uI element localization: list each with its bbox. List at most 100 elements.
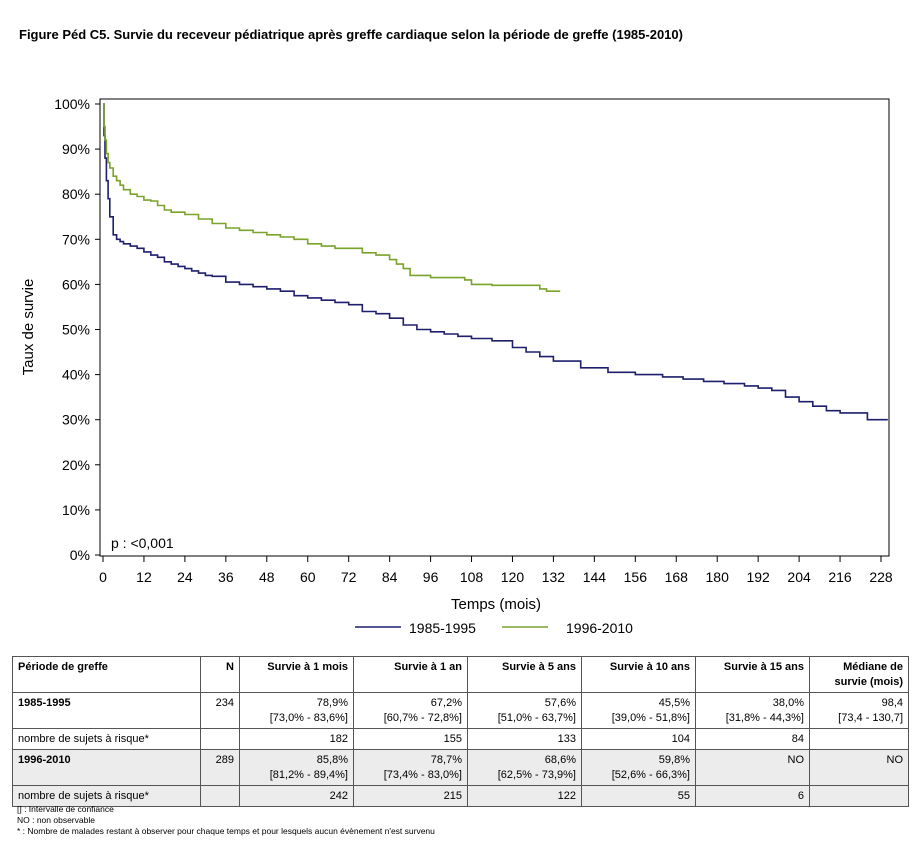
y-tick-label: 70% <box>62 231 90 247</box>
footnotes: [] : Intervalle de confiance NO : non ob… <box>17 804 435 837</box>
survival-cell: 57,6% [51,0% - 63,7%] <box>467 692 582 729</box>
confidence-interval: [51,0% - 63,7%] <box>497 712 576 724</box>
y-tick-label: 0% <box>70 547 90 563</box>
table-header-cell: Survie à 1 mois <box>239 656 354 693</box>
survival-cell: NO <box>695 749 810 786</box>
x-tick-label: 60 <box>300 569 316 585</box>
x-tick-label: 72 <box>341 569 357 585</box>
period-cell: 1985-1995 <box>12 692 201 729</box>
x-tick-label: 144 <box>583 569 607 585</box>
survival-cell: 98,4 [73,4 - 130,7] <box>809 692 909 729</box>
survival-cell: 85,8% [81,2% - 89,4%] <box>239 749 354 786</box>
figure-title: Figure Péd C5. Survie du receveur pédiat… <box>19 27 683 42</box>
y-tick-label: 30% <box>62 412 90 428</box>
y-axis-label: Taux de survie <box>20 279 37 376</box>
empty-cell <box>200 785 240 807</box>
survival-value: 78,7% <box>430 754 462 766</box>
survival-value: NO <box>886 754 904 766</box>
survival-chart: 0% 10% 20% 30% 40% 50% 60% 70% 80% 90% 100% 0 12 24 3… <box>20 96 893 636</box>
x-tick-label: 0 <box>99 569 107 585</box>
x-tick-label: 96 <box>423 569 439 585</box>
survival-value: NO <box>787 754 805 766</box>
x-tick-label: 120 <box>501 569 525 585</box>
confidence-interval: [81,2% - 89,4%] <box>269 769 348 781</box>
n-cell: 289 <box>200 749 240 786</box>
survival-value: 78,9% <box>316 697 348 709</box>
x-tick-label: 192 <box>746 569 770 585</box>
at-risk-row: nombre de sujets à risque* 182 155 133 104 84 <box>12 728 909 750</box>
at-risk-cell: 122 <box>467 785 582 807</box>
confidence-interval: [39,0% - 51,8%] <box>611 712 690 724</box>
at-risk-cell: 6 <box>695 785 810 807</box>
legend-label: 1996-2010 <box>566 620 633 636</box>
survival-cell: 78,7% [73,4% - 83,0%] <box>353 749 468 786</box>
confidence-interval: [52,6% - 66,3%] <box>611 769 690 781</box>
at-risk-cell: 55 <box>581 785 696 807</box>
n-cell: 234 <box>200 692 240 729</box>
confidence-interval: [31,8% - 44,3%] <box>725 712 804 724</box>
survival-cell: 67,2% [60,7% - 72,8%] <box>353 692 468 729</box>
p-value-annotation: p : <0,001 <box>111 535 174 551</box>
at-risk-cell: 133 <box>467 728 582 750</box>
table-header-cell: Survie à 10 ans <box>581 656 696 693</box>
survival-value: 57,6% <box>544 697 576 709</box>
survival-cell: 45,5% [39,0% - 51,8%] <box>581 692 696 729</box>
table-header-cell: Survie à 15 ans <box>695 656 810 693</box>
survival-cell: 38,0% [31,8% - 44,3%] <box>695 692 810 729</box>
x-tick-label: 180 <box>706 569 730 585</box>
y-tick-label: 80% <box>62 186 90 202</box>
x-tick-label: 36 <box>218 569 234 585</box>
table-header-cell: N <box>200 656 240 693</box>
table-header-cell: Période de greffe <box>12 656 201 693</box>
x-tick-label: 84 <box>382 569 398 585</box>
y-axis: 0% 10% 20% 30% 40% 50% 60% 70% 80% 90% 100% <box>54 96 100 563</box>
x-tick-label: 108 <box>460 569 484 585</box>
at-risk-cell: 182 <box>239 728 354 750</box>
at-risk-label: nombre de sujets à risque* <box>12 728 201 750</box>
x-tick-label: 24 <box>177 569 193 585</box>
survival-value: 98,4 <box>881 697 903 709</box>
y-tick-label: 90% <box>62 141 90 157</box>
table-header-cell: Survie à 5 ans <box>467 656 582 693</box>
table-header-cell: Médiane de survie (mois) <box>809 656 909 693</box>
confidence-interval: [60,7% - 72,8%] <box>383 712 462 724</box>
survival-value: 67,2% <box>430 697 462 709</box>
legend: 1985-1995 1996-2010 <box>355 620 633 636</box>
survival-cell: 78,9% [73,0% - 83,6%] <box>239 692 354 729</box>
at-risk-cell: 155 <box>353 728 468 750</box>
series-line-1985-1995 <box>103 103 888 421</box>
survival-cell: NO <box>809 749 909 786</box>
survival-value: 68,6% <box>544 754 576 766</box>
x-tick-label: 132 <box>542 569 566 585</box>
y-tick-label: 40% <box>62 367 90 383</box>
x-tick-label: 156 <box>624 569 648 585</box>
footnote-no: NO : non observable <box>17 815 95 825</box>
footnote-at-risk: * : Nombre de malades restant à observer… <box>17 826 435 836</box>
at-risk-cell: 242 <box>239 785 354 807</box>
x-tick-label: 228 <box>869 569 893 585</box>
x-axis: 0 12 24 36 48 60 72 84 96 108 120 132 144 156 168 180 19… <box>99 556 893 585</box>
x-tick-label: 168 <box>665 569 689 585</box>
period-cell: 1996-2010 <box>12 749 201 786</box>
table-row: 1996-2010 289 85,8% [81,2% - 89,4%] 78,7% [73… <box>12 749 909 786</box>
table-row: 1985-1995 234 78,9% [73,0% - 83,6%] 67,2% [60… <box>12 692 909 729</box>
survival-table: Période de greffe N Survie à 1 mois Survie … <box>12 656 909 807</box>
x-tick-label: 204 <box>787 569 811 585</box>
series-lines <box>103 103 888 421</box>
x-tick-label: 216 <box>828 569 852 585</box>
empty-cell <box>200 728 240 750</box>
x-axis-label: Temps (mois) <box>451 596 541 613</box>
legend-label: 1985-1995 <box>409 620 476 636</box>
y-tick-label: 10% <box>62 502 90 518</box>
survival-value: 38,0% <box>772 697 804 709</box>
confidence-interval: [62,5% - 73,9%] <box>497 769 576 781</box>
confidence-interval: [73,4% - 83,0%] <box>383 769 462 781</box>
y-tick-label: 50% <box>62 322 90 338</box>
y-tick-label: 60% <box>62 276 90 292</box>
confidence-interval: [73,0% - 83,6%] <box>269 712 348 724</box>
survival-cell: 59,8% [52,6% - 66,3%] <box>581 749 696 786</box>
at-risk-cell: 84 <box>695 728 810 750</box>
confidence-interval: [73,4 - 130,7] <box>838 712 903 724</box>
survival-value: 59,8% <box>658 754 690 766</box>
x-tick-label: 12 <box>136 569 152 585</box>
